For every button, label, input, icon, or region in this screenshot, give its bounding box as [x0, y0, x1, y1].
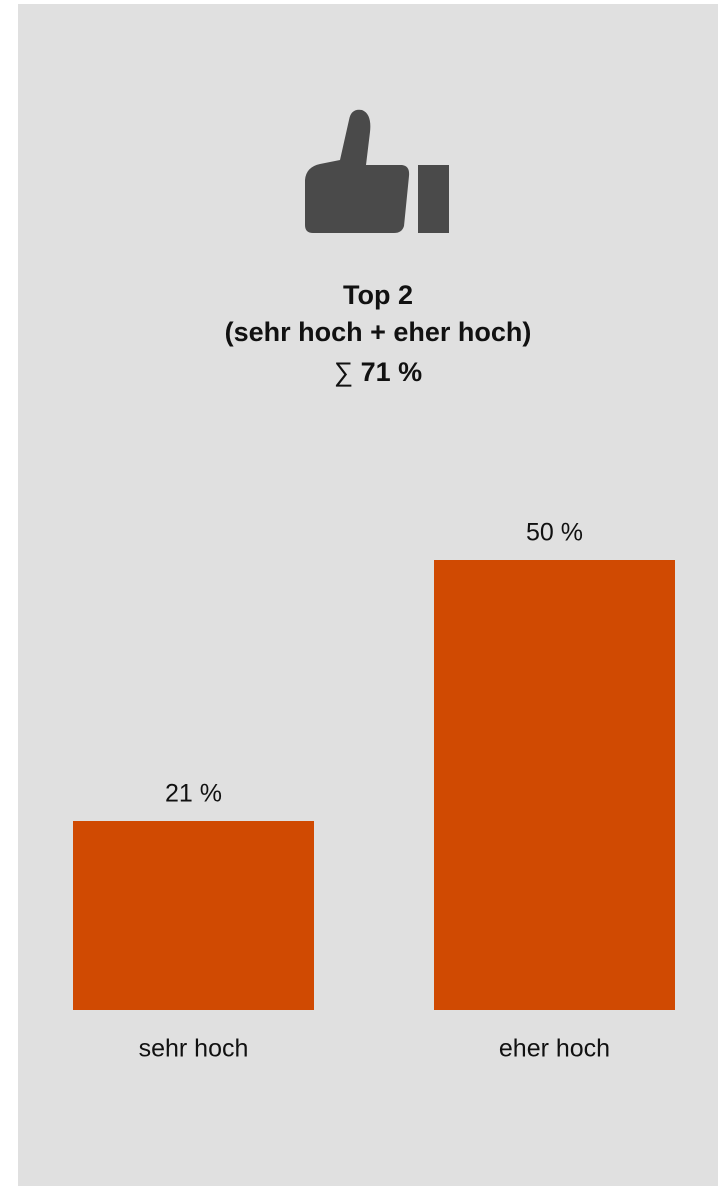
title-line: (sehr hoch + eher hoch): [225, 317, 532, 347]
sum-value: 71 %: [361, 357, 423, 387]
bar: [73, 821, 314, 1010]
title-line: Top 2: [343, 280, 413, 310]
value-label: 50 %: [526, 519, 583, 547]
category-label: sehr hoch: [139, 1035, 249, 1063]
thumbs-up-icon: [305, 109, 449, 233]
sum-line: ∑ 71 %: [334, 357, 422, 387]
sum-symbol: ∑: [334, 357, 353, 387]
value-label: 21 %: [165, 780, 222, 808]
category-label: eher hoch: [499, 1035, 610, 1063]
bar: [434, 560, 675, 1010]
